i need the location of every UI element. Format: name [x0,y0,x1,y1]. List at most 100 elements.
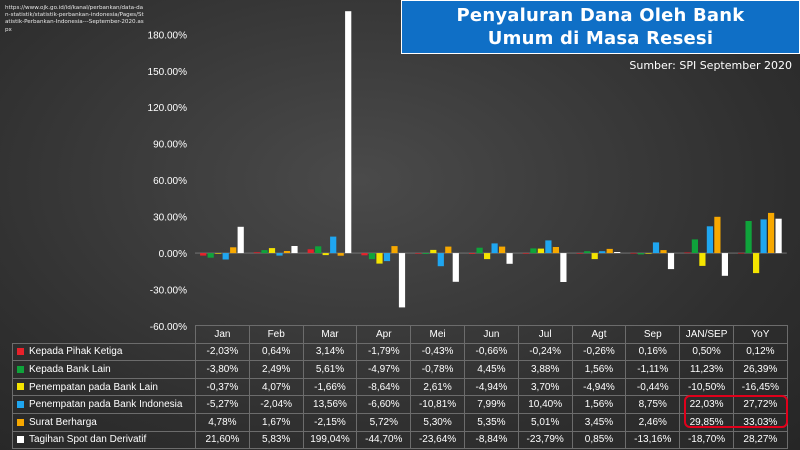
table-cell: -2,04% [248,395,304,414]
bar [614,252,621,253]
bar [591,253,598,260]
table-cell: -10,81% [410,395,465,414]
table-cell: -0,66% [463,342,519,362]
table-cell: -18,70% [679,430,734,450]
bar [469,253,476,254]
table-cell: -2,15% [302,412,358,432]
table-cell: 28,27% [732,430,788,450]
table-row: Penempatan pada Bank Indonesia -5,27% -2,0… [12,395,788,414]
bar [530,248,537,254]
series-name: Tagihan Spot dan Derivatif [12,430,196,450]
table-cell: -1,11% [625,360,681,379]
column-header: Jan [195,325,250,344]
table-body: Kepada Pihak Ketiga -2,03% 0,64% 3,14% -1,79… [12,342,788,450]
legend-swatch [17,348,24,356]
bar [291,246,298,254]
bar [476,247,483,254]
table-row: Surat Berharga 4,78% 1,67% -2,15% 5,72% 5,30%… [12,412,788,432]
bar [768,212,775,253]
table-cell: 3,14% [302,342,358,362]
bar [645,253,652,254]
bar [383,253,391,262]
y-tick-label: 30.00% [153,213,187,224]
table-cell: 0,12% [732,342,788,362]
table-cell: -0,78% [410,360,465,379]
column-header: Mei [410,325,465,344]
bar [753,253,760,274]
bar [422,253,429,254]
bar [545,240,552,253]
table-cell: 7,99% [463,395,519,414]
bar [506,253,513,264]
table-cell: 0,85% [571,430,627,450]
table-cell: 5,30% [410,412,465,432]
table-cell: 0,50% [679,342,734,362]
bar [361,253,368,256]
bar [499,246,506,254]
table-row: Kepada Pihak Ketiga -2,03% 0,64% 3,14% -1,79… [12,342,788,362]
legend-swatch [17,383,24,391]
series-label: Kepada Bank Lain [29,363,111,375]
table-cell: 1,56% [571,395,627,414]
bar [207,253,214,258]
series-label: Tagihan Spot dan Derivatif [29,434,147,446]
table-cell: 21,60% [195,430,250,450]
table-cell: -6,60% [356,395,412,414]
table-cell: -23,64% [410,430,465,450]
title-box: Penyaluran Dana Oleh Bank Umum di Masa R… [401,0,800,54]
column-header: Jul [517,325,573,344]
table-header-row: Jan Feb Mar Apr Mei Jun Jul Agt Sep JAN/SEP YoY [13,325,788,344]
series-name: Penempatan pada Bank Indonesia [12,395,196,414]
table-cell: 1,56% [571,360,627,379]
bar [760,219,767,254]
y-tick-label: -60.00% [150,322,187,333]
table-cell: 199,04% [302,430,358,450]
table-cell: 4,78% [195,412,250,432]
table-cell: -44,70% [356,430,412,450]
table-cell: -1,66% [302,377,358,397]
table-cell: 2,49% [248,360,304,379]
bar [584,251,591,254]
bar-group [200,11,782,308]
series-name: Kepada Pihak Ketiga [12,342,196,362]
y-tick-label: 60.00% [153,176,187,187]
bar [745,221,752,254]
legend-swatch [17,401,24,409]
bar [560,253,567,282]
bar [337,253,344,256]
table-cell: -16,45% [732,377,788,397]
bar [200,253,207,256]
table-cell: -4,94% [571,377,627,397]
column-header: Mar [302,325,358,344]
table-row: Penempatan pada Bank Lain -0,37% 4,07% -1,6… [12,377,788,397]
bar [391,246,398,254]
column-header: Jun [463,325,519,344]
bar [699,253,706,266]
series-name: Surat Berharga [12,412,196,432]
table-cell: 10,40% [517,395,573,414]
table-cell: 4,45% [463,360,519,379]
bar [322,253,329,256]
table-cell: -0,24% [517,342,573,362]
column-header: Feb [248,325,304,344]
bar [445,246,452,253]
source-url[interactable]: https://www.ojk.go.id/id/kanal/perbankan… [5,5,144,33]
y-axis: -60.00% -30.00% 0.00% 30.00% 60.00% 90.00% 120… [148,30,787,333]
table-cell: 3,88% [517,360,573,379]
table-corner [13,326,196,344]
bar [667,253,675,270]
bar [452,253,459,282]
legend-swatch [17,418,24,426]
table-cell: -2,03% [195,342,250,362]
bar [398,253,406,308]
bar [276,253,283,256]
bar [430,249,437,254]
bar [660,250,667,254]
series-label: Penempatan pada Bank Indonesia [29,399,183,411]
table-cell: -3,80% [195,360,250,379]
data-table: Jan Feb Mar Apr Mei Jun Jul Agt Sep JAN/SEP YoY Ke… [12,325,788,450]
bar [268,248,276,253]
table-cell: 5,72% [356,412,412,432]
bar [437,253,444,267]
bar [721,253,728,276]
